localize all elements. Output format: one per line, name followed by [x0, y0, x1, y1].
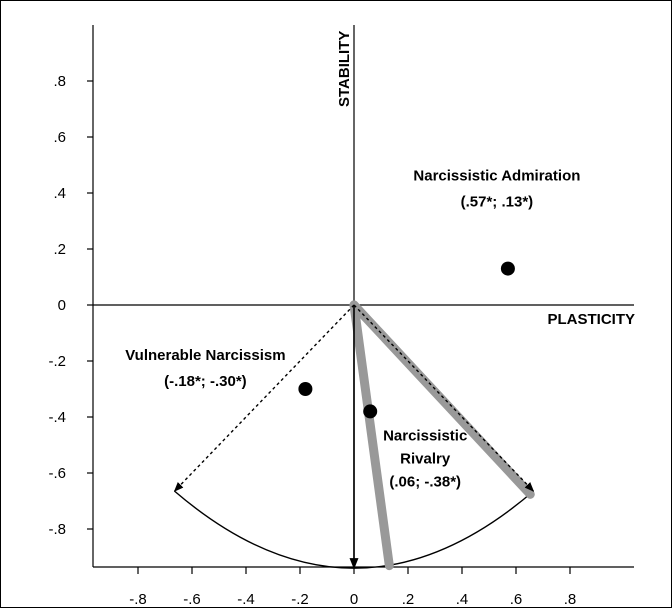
y-tick-label: -.2	[48, 353, 66, 370]
point-label: Narcissistic Admiration	[413, 168, 580, 185]
point-label: (.06; -.38*)	[389, 473, 461, 490]
x-tick-label: .8	[564, 591, 577, 608]
x-tick-label: 0	[350, 591, 358, 608]
y-tick-label: -.4	[48, 409, 66, 426]
y-tick-label: .2	[53, 241, 66, 258]
x-tick-label: -.8	[129, 591, 147, 608]
y-axis-label: STABILITY	[336, 31, 353, 107]
y-tick-label: .4	[53, 185, 66, 202]
y-tick-label: 0	[58, 297, 66, 314]
y-tick-label: -.6	[48, 465, 66, 482]
x-tick-label: -.2	[291, 591, 309, 608]
y-tick-label: -.8	[48, 521, 66, 538]
data-point	[501, 262, 515, 276]
x-axis-label: PLASTICITY	[547, 311, 635, 328]
point-label: (-.18*; -.30*)	[164, 373, 247, 390]
point-label: Vulnerable Narcissism	[125, 347, 285, 364]
y-tick-label: .6	[53, 129, 66, 146]
y-tick-label: .8	[53, 73, 66, 90]
point-label: Rivalry	[400, 450, 451, 467]
data-point	[298, 382, 312, 396]
x-tick-label: -.6	[183, 591, 201, 608]
point-label: (.57*; .13*)	[461, 194, 534, 211]
point-label: Narcissistic	[383, 427, 467, 444]
data-point	[363, 404, 377, 418]
x-tick-label: .2	[402, 591, 415, 608]
x-tick-label: -.4	[237, 591, 255, 608]
x-tick-label: .6	[510, 591, 523, 608]
x-tick-label: .4	[456, 591, 469, 608]
